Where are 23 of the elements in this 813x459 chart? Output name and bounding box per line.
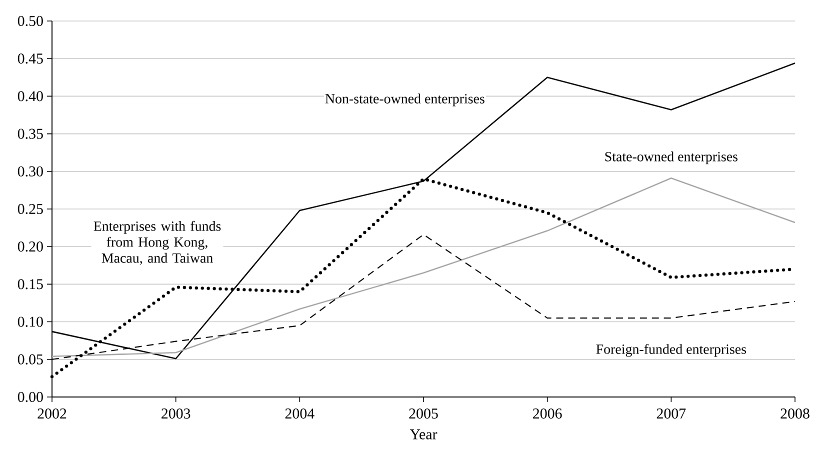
- x-tick-label: 2005: [409, 408, 438, 419]
- x-tick-label: 2002: [38, 408, 66, 419]
- y-tick-label: 0.30: [18, 166, 43, 176]
- x-tick-label: 2007: [656, 408, 686, 419]
- y-tick-label: 0.40: [18, 91, 43, 102]
- x-axis-title: Year: [410, 429, 438, 440]
- y-tick-label: 0.45: [18, 54, 43, 64]
- y-tick-label: 0.25: [18, 204, 43, 214]
- x-tick-label: 2006: [533, 408, 562, 419]
- series-label: State-owned enterprises: [605, 152, 738, 164]
- y-tick-label: 0.15: [18, 279, 43, 290]
- y-tick-label: 0.20: [18, 242, 43, 252]
- x-tick-label: 2003: [162, 408, 190, 419]
- y-tick-label: 0.50: [18, 16, 43, 26]
- x-tick-label: 2004: [285, 408, 314, 419]
- series-label: Foreign-funded enterprises: [596, 344, 746, 357]
- series-label: Non-state-owned enterprises: [325, 94, 484, 106]
- y-tick-label: 0.05: [18, 354, 43, 364]
- y-tick-label: 0.00: [18, 392, 43, 402]
- x-tick-label: 2008: [780, 408, 810, 419]
- y-tick-label: 0.10: [18, 316, 43, 327]
- y-tick-label: 0.35: [18, 128, 43, 139]
- series-label: Enterprises with funds from Hong Kong, Macau, and Taiwan: [94, 220, 221, 265]
